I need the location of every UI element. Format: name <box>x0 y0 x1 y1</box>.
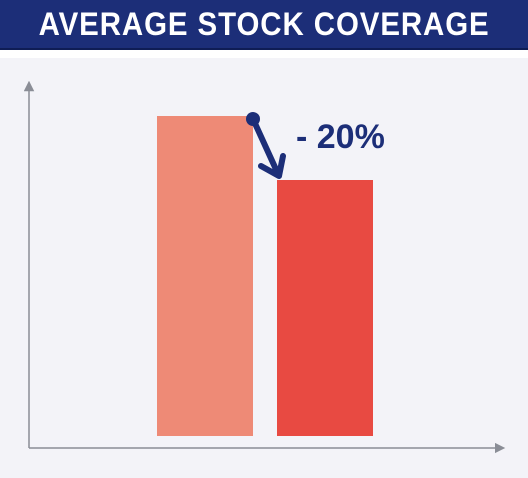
title-banner: AVERAGE STOCK COVERAGE <box>0 0 528 50</box>
decrease-label: - 20% <box>296 118 385 156</box>
bar-before <box>157 116 253 436</box>
chart-title: AVERAGE STOCK COVERAGE <box>38 5 490 42</box>
chart-area: - 20% <box>0 58 528 478</box>
bar-chart: - 20% <box>23 80 506 454</box>
change-annotation: - 20% <box>246 112 385 179</box>
bar-after <box>277 180 373 436</box>
decrease-arrow-start-dot <box>246 112 260 126</box>
decrease-arrow <box>250 116 286 179</box>
bars-group <box>157 116 373 436</box>
